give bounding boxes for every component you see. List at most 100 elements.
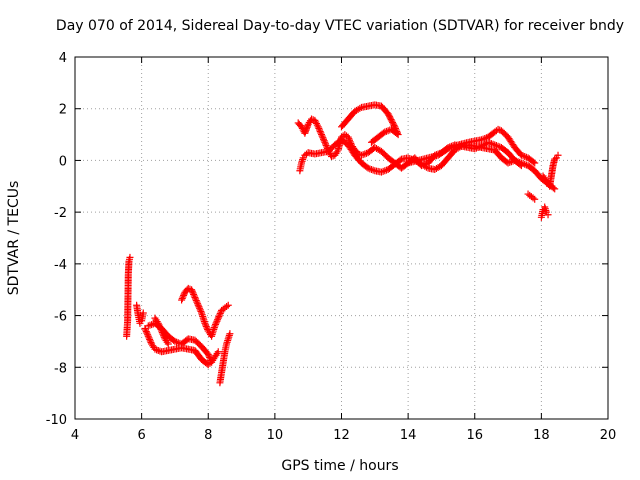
data-point [382,166,390,174]
data-point [203,324,211,332]
data-point [551,185,559,193]
data-point [367,165,375,173]
data-point [194,300,202,308]
data-point [315,124,323,132]
data-point [382,127,390,135]
y-tick-label: 2 [59,103,67,118]
data-point [226,330,234,338]
data-point [316,126,324,134]
data-point [213,349,221,357]
data-point [322,141,330,149]
data-point [363,163,371,171]
data-point [139,309,147,317]
data-point [447,144,455,151]
x-tick-label: 12 [333,428,350,443]
x-tick-label: 8 [204,428,212,443]
data-point [494,142,502,150]
y-tick-label: -2 [54,206,67,221]
data-point [144,331,152,339]
data-point [396,156,404,164]
data-point [314,123,322,131]
data-point [158,329,166,337]
data-point [387,125,395,133]
data-point [443,146,451,154]
data-point [126,253,134,261]
data-point [313,120,321,128]
data-point [451,142,459,150]
data-point [158,327,166,335]
data-point [188,286,196,294]
data-point [215,313,223,321]
data-point [163,338,171,346]
data-point [204,350,212,358]
data-point [178,296,186,304]
data-point [213,317,221,325]
data-point [361,150,369,158]
data-point [384,127,392,135]
axis-ticks: 4 6 8 10 12 14 16 18 20 -10 -8 -6 -4 -2 0 2 4 [46,51,617,443]
data-point [517,151,525,159]
data-point [170,336,178,344]
data-point [216,310,224,318]
data-point [156,324,164,332]
data-point [531,195,539,203]
data-point [180,291,188,299]
data-point [144,322,152,330]
data-point [367,138,375,146]
data-point [487,140,495,148]
data-point [471,145,479,153]
data-point [184,284,192,292]
data-point [452,142,460,150]
data-point [522,153,530,161]
y-tick-label: -10 [46,413,67,428]
x-tick-label: 14 [400,428,417,443]
data-point [481,134,489,142]
data-point [364,164,372,172]
y-tick-label: -8 [54,361,67,376]
data-point [529,158,537,166]
data-point [201,319,209,327]
data-point [143,329,151,337]
data-point [157,326,165,334]
data-point [504,159,512,167]
data-point [482,134,490,142]
data-point [516,161,524,169]
data-point [529,194,537,202]
data-point [156,322,164,330]
data-point [146,335,154,343]
data-point [449,143,457,151]
x-axis-label: GPS time / hours [281,458,398,474]
data-point [551,155,559,163]
data-point [214,348,222,356]
data-point [178,295,186,303]
data-point [474,144,482,151]
data-point [142,326,150,334]
y-tick-label: -6 [54,310,67,325]
data-point [316,127,324,135]
data-point [333,148,341,156]
data-point [472,144,480,152]
data-point [506,158,514,166]
data-point [207,357,215,365]
data-point [192,295,200,303]
data-point [144,332,152,340]
x-tick-label: 18 [533,428,550,443]
data-point [323,143,331,151]
data-point [320,135,328,143]
data-point [544,211,552,219]
data-point [354,150,362,158]
y-tick-label: 0 [59,154,67,169]
data-point [379,167,387,175]
data-point [164,340,172,348]
data-point [328,153,336,161]
data-point [197,307,205,315]
data-point [145,334,153,342]
data-point [417,162,425,170]
data-point [366,165,374,173]
data-point [179,293,187,301]
data-point [356,104,364,112]
data-point [318,132,326,140]
data-point [223,303,231,311]
data-point [190,290,198,298]
